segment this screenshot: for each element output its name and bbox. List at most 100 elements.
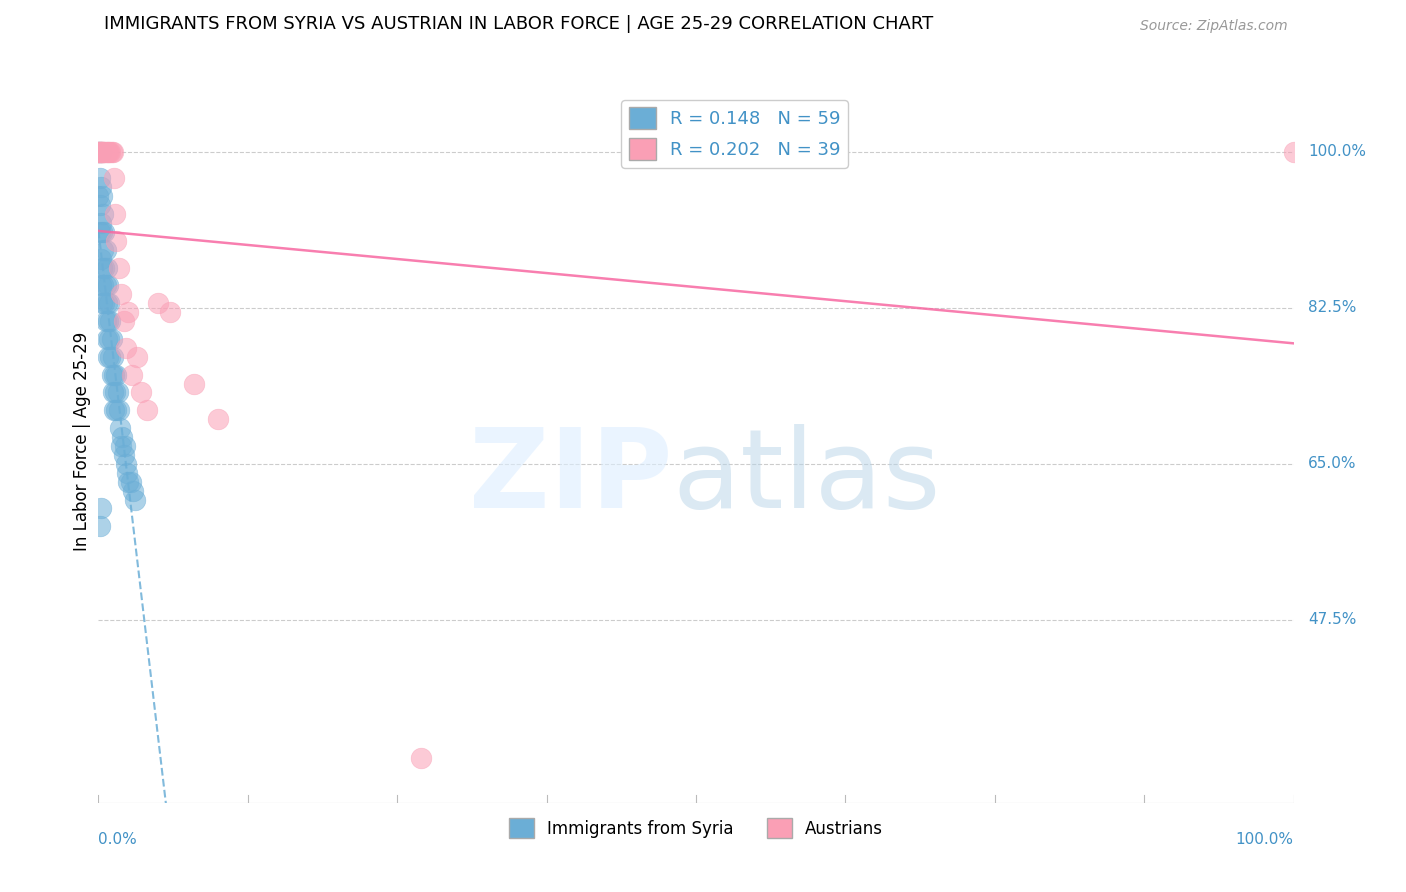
Point xyxy=(89,519,111,533)
Point xyxy=(91,189,114,203)
Point xyxy=(115,466,138,480)
Point xyxy=(89,145,111,159)
Point xyxy=(98,350,122,364)
Point xyxy=(104,385,127,400)
Point xyxy=(183,376,205,391)
Point xyxy=(93,145,115,159)
Point xyxy=(90,180,112,194)
Point xyxy=(98,145,122,159)
Point xyxy=(110,439,132,453)
Point xyxy=(98,314,122,328)
Point xyxy=(97,314,120,328)
Point xyxy=(89,145,111,159)
Point xyxy=(91,145,114,159)
Point xyxy=(101,145,124,159)
Point xyxy=(91,145,114,159)
Point xyxy=(97,278,120,293)
Point xyxy=(97,350,120,364)
Point xyxy=(1282,145,1305,159)
Point xyxy=(124,492,146,507)
Point xyxy=(90,145,112,159)
Text: atlas: atlas xyxy=(672,425,941,531)
Point xyxy=(90,278,112,293)
Text: ZIP: ZIP xyxy=(468,425,672,531)
Point xyxy=(89,198,111,212)
Point xyxy=(105,403,128,417)
Point xyxy=(96,296,118,310)
Point xyxy=(94,243,117,257)
Point xyxy=(91,207,114,221)
Point xyxy=(91,145,114,159)
Point xyxy=(93,296,115,310)
Point xyxy=(87,145,110,159)
Point xyxy=(112,314,135,328)
Point xyxy=(100,332,122,346)
Point xyxy=(89,145,111,159)
Point xyxy=(90,252,112,266)
Point xyxy=(90,501,112,516)
Text: 47.5%: 47.5% xyxy=(1308,613,1357,627)
Y-axis label: In Labor Force | Age 25-29: In Labor Force | Age 25-29 xyxy=(73,332,91,551)
Point xyxy=(90,145,112,159)
Point xyxy=(87,189,110,203)
Point xyxy=(93,260,115,275)
Point xyxy=(89,225,111,239)
Point xyxy=(105,234,128,248)
Point xyxy=(136,403,159,417)
Point xyxy=(94,278,117,293)
Point xyxy=(96,260,118,275)
Point xyxy=(98,296,121,310)
Point xyxy=(101,385,124,400)
Point xyxy=(131,385,153,400)
Point xyxy=(103,171,125,186)
Point xyxy=(91,243,114,257)
Point xyxy=(115,457,138,471)
Point xyxy=(159,305,181,319)
Point xyxy=(93,225,115,239)
Point xyxy=(117,475,139,489)
Point xyxy=(121,368,143,382)
Point xyxy=(108,421,131,435)
Text: 100.0%: 100.0% xyxy=(1236,831,1294,847)
Point xyxy=(100,368,122,382)
Point xyxy=(91,278,114,293)
Point xyxy=(107,385,129,400)
Point xyxy=(91,260,114,275)
Point xyxy=(117,305,139,319)
Point xyxy=(122,483,145,498)
Point xyxy=(97,145,120,159)
Point xyxy=(91,225,114,239)
Text: 0.0%: 0.0% xyxy=(98,831,138,847)
Point xyxy=(98,332,121,346)
Legend: Immigrants from Syria, Austrians: Immigrants from Syria, Austrians xyxy=(502,812,890,845)
Point xyxy=(89,145,111,159)
Point xyxy=(87,145,110,159)
Point xyxy=(90,145,112,159)
Point xyxy=(87,145,110,159)
Point xyxy=(89,171,111,186)
Point xyxy=(98,145,121,159)
Text: 65.0%: 65.0% xyxy=(1308,457,1357,471)
Point xyxy=(87,145,110,159)
Point xyxy=(111,430,134,444)
Point xyxy=(207,412,229,426)
Point xyxy=(91,296,114,310)
Point xyxy=(91,145,114,159)
Point xyxy=(110,287,132,301)
Text: IMMIGRANTS FROM SYRIA VS AUSTRIAN IN LABOR FORCE | AGE 25-29 CORRELATION CHART: IMMIGRANTS FROM SYRIA VS AUSTRIAN IN LAB… xyxy=(104,15,934,33)
Point xyxy=(107,403,129,417)
Point xyxy=(104,207,127,221)
Point xyxy=(100,145,122,159)
Point xyxy=(112,448,135,462)
Point xyxy=(114,439,136,453)
Text: 100.0%: 100.0% xyxy=(1308,145,1365,159)
Point xyxy=(103,368,125,382)
Point xyxy=(101,350,124,364)
Point xyxy=(105,368,128,382)
Point xyxy=(125,350,148,364)
Point xyxy=(94,145,117,159)
Point xyxy=(96,145,118,159)
Point xyxy=(90,216,112,230)
Point xyxy=(96,332,118,346)
Point xyxy=(107,260,129,275)
